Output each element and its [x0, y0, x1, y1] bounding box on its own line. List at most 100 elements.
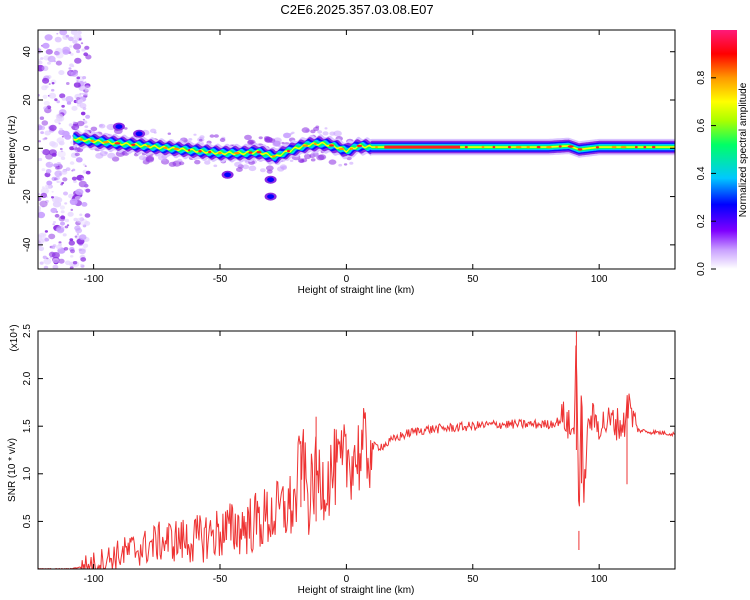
ridge-peak [187, 149, 191, 152]
noise-speckle [55, 51, 61, 56]
noise-speckle [85, 170, 91, 175]
ridge-band [73, 137, 675, 158]
halo-speckle [167, 132, 171, 135]
ridge-peak [349, 147, 353, 150]
noise-speckle [56, 100, 60, 104]
noise-speckle [40, 192, 48, 199]
noise-speckle [54, 213, 60, 218]
noise-speckle [80, 263, 83, 266]
noise-speckle [44, 34, 53, 41]
noise-speckle [65, 167, 71, 172]
noise-speckle [73, 180, 77, 183]
x-tick-label: -100 [84, 574, 104, 585]
noise-speckle [75, 188, 84, 196]
ridge-peak [287, 149, 290, 153]
noise-speckle [51, 82, 55, 85]
noise-speckle [69, 161, 75, 165]
noise-speckle [63, 247, 69, 251]
noise-speckle [41, 205, 45, 208]
halo-speckle [333, 130, 342, 137]
noise-speckle [70, 254, 74, 258]
noise-speckle [66, 101, 72, 105]
spectrogram-panel: -100 -50 0 50 100 -40 -20 0 20 40 Height of stra… [7, 29, 676, 296]
y-tick-label: 20 [22, 94, 33, 106]
halo-speckle [248, 165, 257, 172]
halo-speckle [145, 156, 155, 163]
halo-speckle [328, 159, 337, 165]
ridge-peak [595, 146, 600, 149]
halo-speckle [349, 161, 354, 165]
halo-speckle [124, 127, 128, 130]
noise-speckle [76, 233, 79, 235]
noise-speckle [40, 131, 44, 135]
noise-speckle [61, 97, 66, 101]
noise-speckle [69, 45, 73, 48]
ridge-peak [558, 145, 562, 148]
noise-speckle [65, 96, 74, 103]
ridge-peak [611, 145, 617, 149]
halo-speckle [138, 155, 147, 161]
noise-speckle [68, 36, 74, 42]
halo-speckle [244, 134, 252, 141]
noise-speckle [72, 261, 78, 265]
halo-speckle [84, 125, 89, 128]
halo-speckle [247, 139, 254, 145]
halo-speckle [99, 150, 108, 157]
halo-speckle [310, 129, 316, 134]
noise-speckle [48, 251, 56, 258]
noise-speckle [82, 224, 87, 228]
noise-speckle [70, 52, 74, 56]
noise-speckle [52, 223, 55, 226]
ridge-peak [546, 145, 552, 149]
noise-speckle [76, 49, 81, 54]
ridge-peak [256, 151, 262, 154]
halo-speckle [180, 137, 185, 141]
halo-speckle [107, 152, 116, 159]
noise-speckle [41, 120, 49, 126]
ridge-peak [375, 145, 378, 149]
noise-speckle [75, 227, 83, 234]
noise-speckle [83, 183, 89, 188]
noise-speckle [47, 55, 56, 63]
noise-speckle [83, 183, 89, 188]
noise-speckle [76, 76, 81, 80]
spectrogram-y-label: Frequency (Hz) [7, 116, 18, 185]
y-tick-label: 0 [22, 145, 33, 151]
halo-speckle [178, 161, 185, 166]
ridge-peak [567, 145, 574, 148]
noise-speckle [56, 180, 60, 183]
y-tick-label: 40 [22, 46, 33, 58]
noise-speckle [76, 217, 83, 223]
ridge-peak [234, 151, 240, 155]
noise-speckle [56, 162, 62, 166]
noise-speckle [43, 265, 49, 269]
x-tick-label: 100 [591, 274, 608, 285]
noise-speckle [70, 71, 78, 77]
noise-speckle [58, 258, 65, 264]
noise-speckle [38, 157, 43, 162]
noise-speckle [72, 39, 78, 44]
noise-speckle [54, 98, 58, 102]
ridge-peak [643, 145, 647, 149]
noise-speckle [41, 168, 46, 172]
spectrogram-heatmap [38, 30, 675, 269]
noise-speckle [65, 34, 70, 38]
noise-speckle [51, 142, 59, 148]
noise-speckle [42, 137, 46, 141]
halo-speckle [343, 163, 348, 166]
ridge-peak [492, 145, 496, 149]
noise-speckle [52, 264, 59, 269]
figure-title: C2E6.2025.357.03.08.E07 [280, 2, 433, 17]
noise-speckle [84, 213, 91, 218]
noise-speckle [54, 118, 60, 124]
noise-speckle [58, 118, 63, 122]
halo-speckle [258, 136, 263, 140]
halo-speckle [315, 125, 320, 129]
halo-speckle [168, 161, 177, 167]
noise-speckle [58, 140, 65, 146]
noise-speckle [61, 104, 65, 108]
halo-speckle [279, 164, 287, 170]
noise-speckle [62, 233, 67, 237]
noise-speckle [44, 237, 50, 242]
